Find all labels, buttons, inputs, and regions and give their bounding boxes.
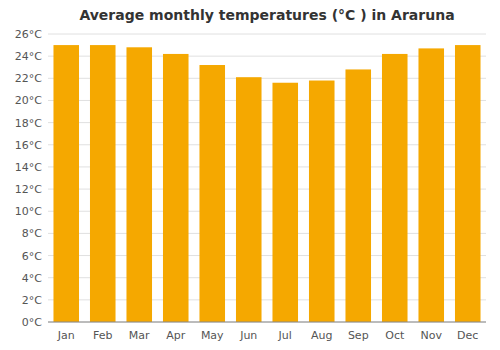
- grid-line: [48, 34, 486, 35]
- bar: Dec: [455, 45, 481, 322]
- y-tick-label: 16°C: [15, 139, 42, 152]
- x-tick-label: Mar: [129, 329, 150, 342]
- chart-container: Average monthly temperatures (°C ) in Ar…: [0, 0, 500, 350]
- x-tick-label: Sep: [348, 329, 369, 342]
- y-tick-label: 10°C: [15, 205, 42, 218]
- x-tick-label: Apr: [166, 329, 186, 342]
- y-axis: 0°C 2°C 4°C 6°C 8°C 10°C 12°C 14°C 16°C 18°C 20°C 2…: [15, 28, 486, 329]
- x-tick-label: Jun: [239, 329, 257, 342]
- y-tick-label: 0°C: [22, 316, 42, 329]
- x-tick-label: Dec: [457, 329, 478, 342]
- x-tick-label: Jul: [278, 329, 292, 342]
- bar: Jan: [53, 45, 79, 322]
- bar: Jul: [272, 83, 298, 322]
- y-tick-label: 4°C: [22, 272, 42, 285]
- grid-line: [48, 322, 486, 323]
- y-tick-label: 26°C: [15, 28, 42, 41]
- y-tick-label: 24°C: [15, 50, 42, 63]
- bars: Jan Feb Mar Apr May Jun Jul Aug Sep Oct Nov Dec: [53, 45, 480, 322]
- y-tick-label: 22°C: [15, 72, 42, 85]
- x-tick-label: Nov: [421, 329, 443, 342]
- chart-svg: Average monthly temperatures (°C ) in Ar…: [0, 0, 500, 350]
- x-tick-label: Feb: [93, 329, 112, 342]
- x-tick-label: May: [201, 329, 224, 342]
- bar: Sep: [345, 69, 371, 322]
- bar: Oct: [382, 54, 408, 322]
- bar: Nov: [418, 48, 444, 322]
- bar: Feb: [90, 45, 116, 322]
- bar: Apr: [163, 54, 189, 322]
- y-tick-label: 20°C: [15, 94, 42, 107]
- y-tick-label: 14°C: [15, 161, 42, 174]
- bar: Mar: [126, 47, 152, 322]
- x-axis-line: [48, 322, 486, 323]
- y-tick-label: 12°C: [15, 183, 42, 196]
- y-tick-label: 2°C: [22, 294, 42, 307]
- x-tick-label: Aug: [311, 329, 332, 342]
- bar: Jun: [236, 77, 262, 322]
- x-axis: Jan Feb Mar Apr May Jun Jul Aug Sep Oct Nov Dec: [57, 329, 479, 342]
- x-tick-label: Jan: [57, 329, 75, 342]
- y-tick-label: 6°C: [22, 250, 42, 263]
- y-tick-label: 8°C: [22, 227, 42, 240]
- chart-title: Average monthly temperatures (°C ) in Ar…: [79, 7, 454, 23]
- bar: Aug: [309, 81, 335, 322]
- bar: May: [199, 65, 225, 322]
- x-tick-label: Oct: [385, 329, 405, 342]
- y-tick-label: 18°C: [15, 117, 42, 130]
